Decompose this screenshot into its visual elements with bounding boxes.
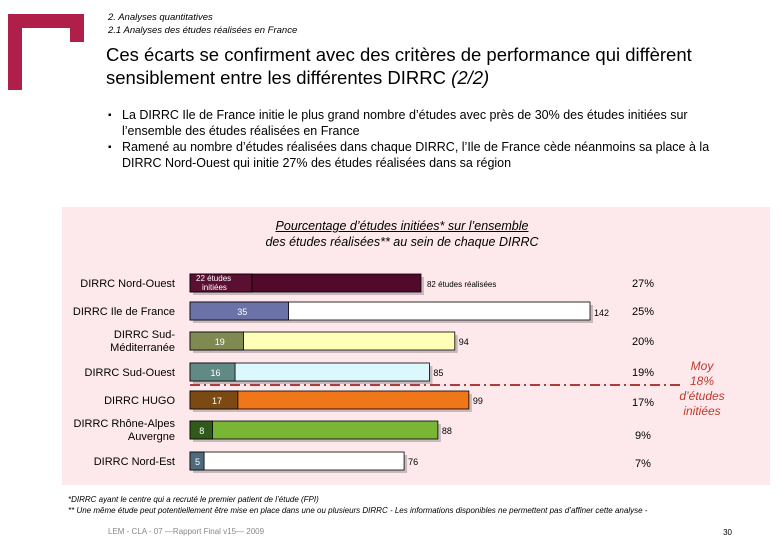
average-label: 18% <box>690 374 714 388</box>
percent-label: 25% <box>632 306 654 318</box>
bar-realised <box>189 451 405 471</box>
data-label-initiated: 19 <box>215 337 225 347</box>
page-number: 30 <box>723 528 732 537</box>
category-label: Méditerranée <box>110 342 175 354</box>
data-label-realised: 142 <box>594 308 609 318</box>
percent-label: 27% <box>632 278 654 290</box>
percent-label: 7% <box>635 458 651 470</box>
category-label: Auvergne <box>128 431 175 443</box>
bullet-item: La DIRRC Ile de France initie le plus gr… <box>108 108 748 139</box>
page-title: Ces écarts se confirment avec des critèr… <box>106 43 756 89</box>
bar-initiated <box>189 301 289 321</box>
category-label: DIRRC Ile de France <box>73 306 175 318</box>
category-label: DIRRC HUGO <box>104 395 175 407</box>
data-label-realised: 85 <box>433 368 443 378</box>
percent-label: 20% <box>632 336 654 348</box>
data-label-initiated: 16 <box>211 368 221 378</box>
bar-initiated <box>189 273 253 293</box>
percent-label: 9% <box>635 430 651 442</box>
bar-initiated <box>189 331 244 351</box>
data-label-initiated: 5 <box>195 457 200 467</box>
data-label-realised: 76 <box>408 457 418 467</box>
page-title-main: Ces écarts se confirment avec des critèr… <box>106 44 692 88</box>
average-label: d’études <box>679 389 724 403</box>
category-label: DIRRC Rhône-Alpes <box>74 418 176 430</box>
average-label: Moy <box>691 359 715 373</box>
chart-title-line-1: Pourcentage d’études initiées* sur l’ens… <box>275 219 529 233</box>
data-label-initiated-unit: initiées <box>202 283 227 292</box>
data-label-realised: 94 <box>459 337 469 347</box>
percent-label: 19% <box>632 367 654 379</box>
breadcrumb-subsection: 2.1 Analyses des études réalisées en Fra… <box>108 25 298 36</box>
page-title-suffix: (2/2) <box>451 67 490 88</box>
percent-label: 17% <box>632 397 654 409</box>
bar-initiated <box>189 390 239 410</box>
data-label-initiated: 22 études <box>196 274 231 283</box>
breadcrumb: 2. Analyses quantitatives 2.1 Analyses d… <box>108 11 297 37</box>
breadcrumb-section: 2. Analyses quantitatives <box>108 12 213 23</box>
category-label: DIRRC Nord-Est <box>94 456 175 468</box>
footnote-1: *DIRRC ayant le centre qui a recruté le … <box>68 495 319 504</box>
data-label-initiated: 8 <box>199 426 204 436</box>
bar-initiated <box>189 420 213 440</box>
chart-title-line-2: des études réalisées** au sein de chaque… <box>265 235 539 249</box>
bullet-list: La DIRRC Ile de France initie le plus gr… <box>108 108 748 172</box>
category-label: DIRRC Sud-Ouest <box>85 367 175 379</box>
footer-text: LEM - CLA - 07 —Rapport Final v15— 2009 <box>108 527 265 536</box>
category-label: DIRRC Nord-Ouest <box>80 278 175 290</box>
average-label: initiées <box>683 404 720 418</box>
data-label-initiated: 35 <box>237 307 247 317</box>
bullet-item: Ramené au nombre d’études réalisées dans… <box>108 140 748 171</box>
bar-realised <box>189 420 439 440</box>
data-label-realised: 82 études réalisées <box>427 280 496 289</box>
bar-initiated <box>189 451 205 471</box>
data-label-realised: 88 <box>442 426 452 436</box>
brand-logo <box>8 14 84 90</box>
footnotes: *DIRRC ayant le centre qui a recruté le … <box>68 494 758 516</box>
data-label-realised: 99 <box>473 396 483 406</box>
category-label: DIRRC Sud- <box>114 329 175 341</box>
footnote-2: ** Une même étude peut potentiellement ê… <box>68 506 648 515</box>
bar-initiated <box>189 362 236 382</box>
chart-title: Pourcentage d’études initiées* sur l’ens… <box>62 218 742 250</box>
data-label-initiated: 17 <box>212 396 222 406</box>
